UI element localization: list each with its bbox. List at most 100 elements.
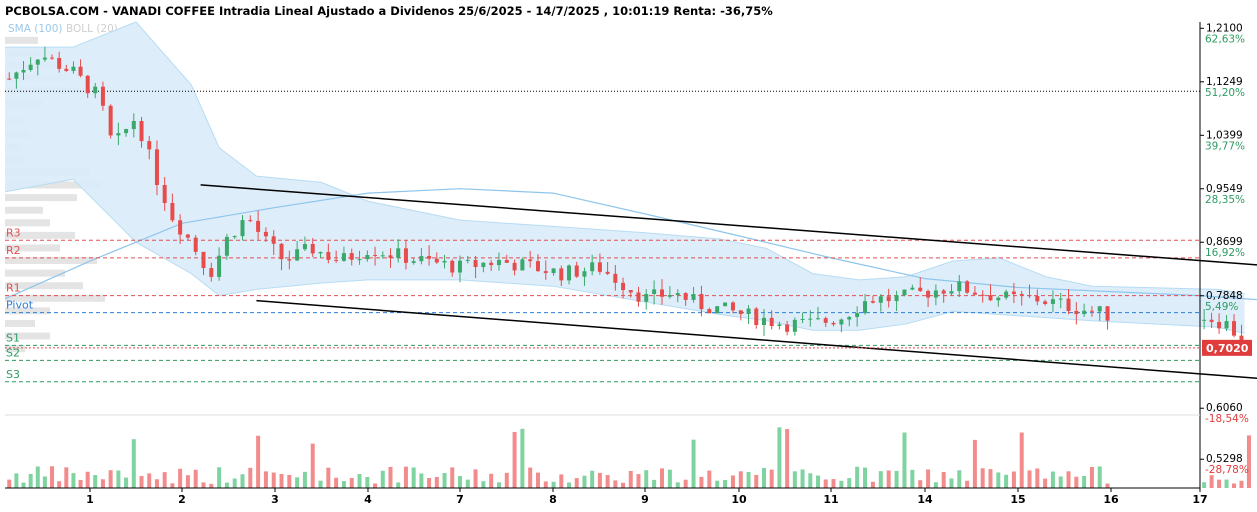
volume-bar-128 (996, 472, 1001, 488)
volume-bar-130 (1011, 471, 1016, 488)
pivot-label-r1: R1 (6, 282, 21, 295)
candle-body-125 (972, 292, 977, 295)
candle-body-148 (1239, 335, 1244, 344)
volume-bar-97 (754, 474, 759, 488)
candle-body-24 (185, 234, 190, 238)
candle-body-85 (660, 289, 665, 297)
volume-bar-15 (116, 470, 121, 488)
volume-bar-90 (699, 476, 704, 488)
candle-body-60 (465, 259, 470, 261)
candle-body-76 (590, 262, 595, 272)
sma-line (4, 188, 1257, 301)
volume-bar-115 (894, 470, 899, 488)
candle-body-114 (886, 296, 891, 302)
volume-bar-1 (14, 473, 19, 488)
y-price-label-4: 0,8699 (1206, 236, 1243, 248)
candle-body-66 (512, 262, 517, 271)
candle-body-18 (139, 121, 144, 142)
volume-bar-98 (761, 467, 766, 488)
volume-bar-58 (450, 467, 455, 488)
trend-channel (200, 184, 1257, 380)
volume-bar-80 (621, 482, 626, 488)
x-label-3: 3 (271, 493, 279, 506)
x-label-4: 4 (364, 493, 372, 506)
volume-bar-53 (411, 467, 416, 488)
volume-bar-93 (723, 479, 728, 488)
volume-bar-123 (957, 470, 962, 488)
y-price-label-7: 0,5298 (1206, 453, 1243, 465)
candle-body-38 (295, 249, 300, 261)
volume-bar-109 (847, 478, 852, 488)
volume-bar-133 (1035, 468, 1040, 488)
y-pct-label-2: 39,77% (1205, 140, 1245, 152)
volume-bar-87 (675, 482, 680, 488)
volume-profile-bar-24 (5, 345, 25, 353)
volume-bar-55 (427, 477, 432, 488)
candle-body-21 (162, 184, 167, 204)
pivot-label-s3: S3 (6, 368, 20, 381)
candle-body-124 (965, 281, 970, 293)
candle-body-108 (839, 319, 844, 325)
volume-bar-143 (1202, 482, 1207, 488)
volume-bar-125 (972, 439, 977, 488)
volume-bar-61 (473, 469, 478, 488)
candle-body-93 (723, 302, 728, 307)
volume-bar-105 (816, 475, 821, 488)
volume-bar-103 (800, 469, 805, 488)
candle-body-127 (988, 295, 993, 301)
candle-body-139 (1082, 310, 1087, 315)
candle-body-74 (574, 265, 579, 277)
volume-bar-24 (185, 475, 190, 488)
volume-bar-134 (1043, 478, 1048, 488)
candle-body-78 (605, 271, 610, 274)
candle-body-87 (675, 293, 680, 296)
candle-body-1 (14, 72, 19, 79)
y-price-label-2: 1,0399 (1206, 129, 1243, 141)
candle-body-63 (489, 262, 494, 266)
pivot-label-r2: R2 (6, 244, 21, 257)
volume-bar-126 (980, 468, 985, 488)
candle-body-119 (926, 290, 931, 298)
volume-bar-137 (1066, 471, 1071, 488)
volume-bar-19 (147, 473, 152, 488)
volume-profile-bar-0 (5, 36, 38, 44)
candle-body-37 (287, 259, 292, 261)
candle-body-109 (847, 317, 852, 320)
volume-bar-132 (1027, 470, 1032, 488)
volume-bar-56 (434, 476, 439, 488)
candle-body-7 (57, 57, 62, 69)
candle-body-55 (427, 256, 432, 259)
candle-body-99 (769, 317, 774, 327)
candle-body-36 (279, 243, 284, 260)
volume-bar-14 (108, 470, 113, 488)
candle-body-61 (473, 259, 478, 268)
volume-bar-13 (100, 479, 105, 488)
volume-bar-59 (457, 476, 462, 488)
volume-bar-111 (863, 467, 868, 488)
candle-body-84 (652, 289, 657, 294)
y-price-label-3: 0,9549 (1206, 183, 1243, 195)
y-price-label-6: 0,6060 (1206, 402, 1243, 414)
volume-bar-78 (605, 475, 610, 488)
candle-body-40 (310, 244, 315, 254)
candle-body-122 (949, 291, 954, 294)
volume-bar-116 (902, 432, 907, 488)
candle-body-26 (201, 251, 206, 269)
candle-body-3 (28, 64, 33, 70)
candle-body-98 (761, 317, 766, 326)
volume-bar-67 (520, 428, 525, 488)
volume-bar-49 (380, 470, 385, 488)
volume-bar-124 (965, 480, 970, 488)
candle-body-137 (1066, 298, 1071, 311)
bollinger-upper (5, 21, 1245, 295)
candle-body-94 (730, 302, 735, 311)
volume-bar-110 (855, 466, 860, 488)
legend-sma: SMA (100) (8, 23, 62, 35)
volume-bar-107 (831, 479, 836, 488)
volume-bar-72 (559, 474, 564, 488)
y-pct-label-3: 28,35% (1205, 194, 1245, 206)
volume-bar-27 (209, 483, 214, 488)
volume-bar-6 (50, 466, 55, 488)
candle-body-67 (520, 259, 525, 271)
